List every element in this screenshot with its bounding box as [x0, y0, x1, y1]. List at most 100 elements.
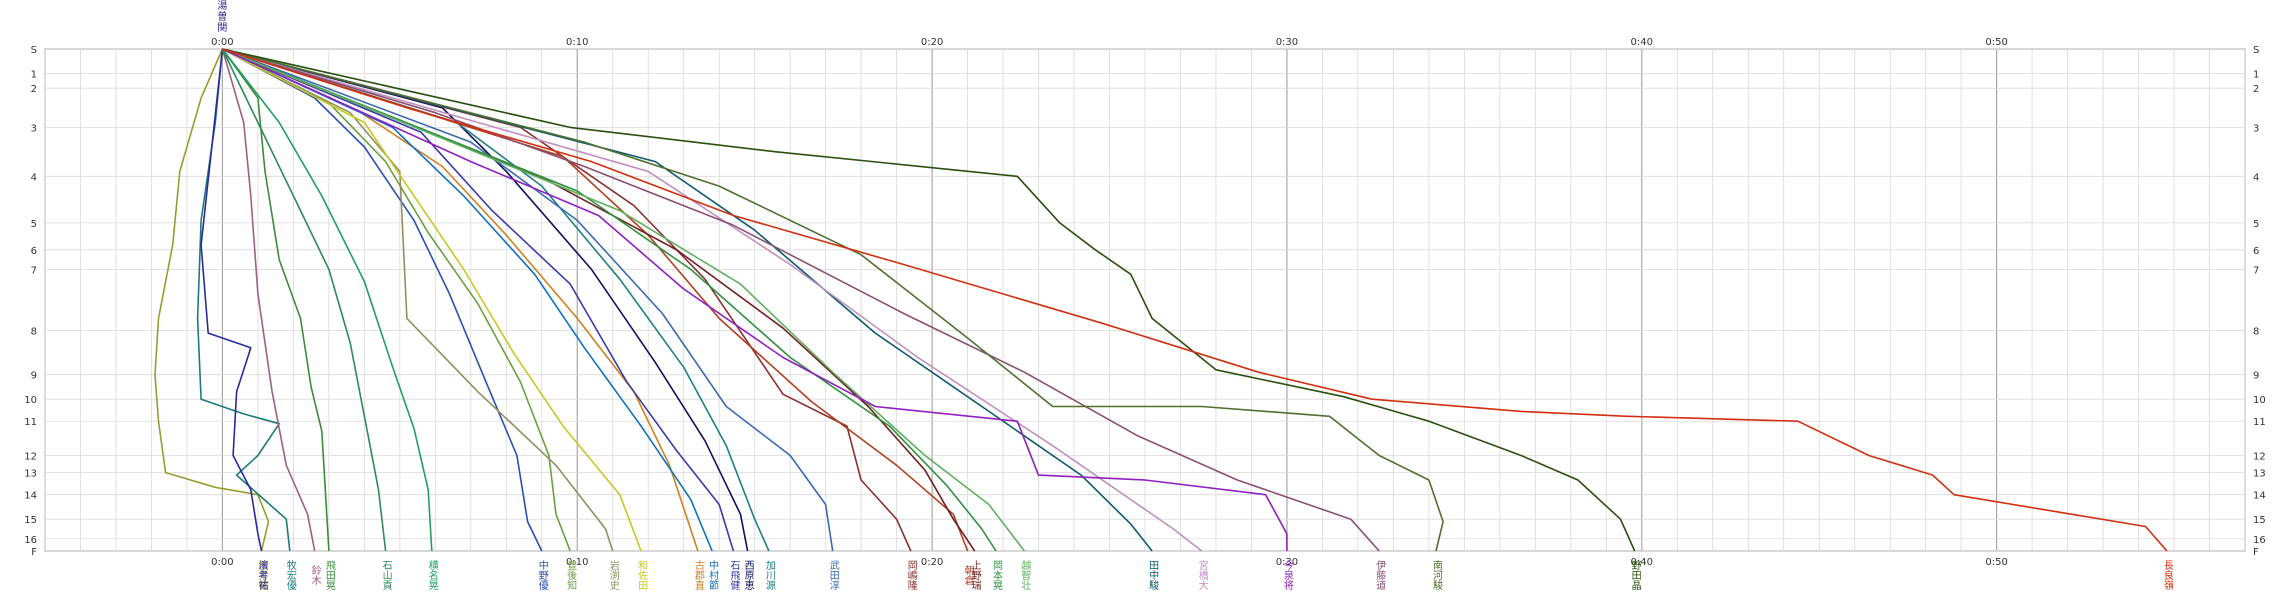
x-tick-label-top: 0:00	[211, 37, 233, 48]
series-name-label: 鈴木	[309, 564, 321, 586]
series-line	[222, 48, 571, 552]
y-tick-label-left: 1	[31, 69, 37, 80]
series-line	[221, 48, 330, 552]
x-tick-label-bottom: 0:10	[566, 557, 588, 568]
series-name-label: 越智壮	[1019, 559, 1031, 591]
series-line	[222, 48, 976, 552]
y-tick-label-right: 8	[2253, 327, 2259, 338]
series-line	[222, 48, 735, 552]
y-tick-label-right: 1	[2253, 69, 2259, 80]
x-tick-label-bottom: 0:30	[1276, 557, 1298, 568]
series-name-label: 上野瑞	[969, 560, 981, 590]
x-tick-label-top: 0:40	[1631, 37, 1653, 48]
y-tick-label-right: 3	[2253, 123, 2259, 134]
y-tick-label-right: 16	[2253, 535, 2266, 546]
y-tick-label-right: 4	[2253, 172, 2259, 183]
start-marker-char: 曽	[217, 10, 227, 23]
y-tick-label-right: 13	[2253, 469, 2266, 480]
start-marker-char: 湯	[217, 0, 227, 12]
series-name-label: 野田晶	[1629, 560, 1641, 591]
y-tick-label-right: 9	[2253, 371, 2259, 382]
y-tick-label-right: 2	[2253, 84, 2259, 95]
series-name-label: 濱考祐	[256, 559, 268, 590]
x-tick-label-top: 0:10	[566, 37, 588, 48]
x-tick-label-bottom: 0:40	[1631, 557, 1653, 568]
x-tick-label-top: 0:50	[1985, 37, 2007, 48]
series-line	[222, 48, 713, 552]
series-line	[222, 48, 912, 552]
series-name-label: 岩渕史	[607, 559, 619, 591]
series-line	[222, 48, 997, 552]
y-tick-label-right: F	[2253, 547, 2259, 558]
series-name-label: 武田淳	[827, 559, 839, 590]
series-line	[222, 48, 614, 552]
y-tick-label-left: 3	[31, 123, 37, 134]
series-lines	[154, 48, 2168, 552]
grid	[44, 48, 2246, 552]
series-name-label: 牧宏優	[284, 559, 296, 591]
series-name-label: 中野優	[536, 559, 548, 591]
series-name-label: 中村節	[707, 559, 719, 591]
start-marker-char: 関	[217, 22, 227, 34]
x-tick-label-bottom: 0:50	[1985, 557, 2007, 568]
axes: 0:00 0:00 0:10 0:10 0:20 0:20 0:30 0:30 0:40 0:40…	[24, 0, 2265, 568]
y-tick-label-left: 5	[31, 219, 37, 230]
y-tick-label-left: 13	[24, 469, 37, 480]
series-line	[196, 48, 291, 552]
series-name-label: 古郡直	[692, 559, 704, 590]
x-tick-label-bottom: 0:00	[211, 557, 233, 568]
x-tick-label-bottom: 0:20	[921, 557, 943, 568]
series-line	[222, 48, 699, 552]
y-tick-label-left: 16	[24, 535, 37, 546]
x-tick-label-top: 0:30	[1276, 37, 1298, 48]
series-line	[222, 48, 969, 552]
series-name-label: 石山貢	[380, 560, 392, 591]
series-name-label: 岡嶋隆	[905, 560, 917, 590]
y-tick-label-right: S	[2253, 45, 2259, 56]
series-name-label: 石飛健	[728, 560, 740, 591]
series-name-label: 豊後知	[565, 559, 577, 590]
series-name-label: 加川源	[763, 560, 775, 591]
y-tick-label-right: 10	[2253, 395, 2266, 406]
y-tick-label-left: 2	[31, 84, 37, 95]
y-tick-label-left: 8	[31, 327, 37, 338]
y-tick-label-left: 10	[24, 395, 37, 406]
series-name-label: 南河駿	[1430, 559, 1442, 591]
series-name-label: 松井健	[256, 559, 268, 591]
y-tick-label-right: 5	[2253, 219, 2259, 230]
series-line	[222, 48, 1026, 552]
series-line	[221, 48, 316, 552]
series-line	[222, 48, 1444, 552]
y-tick-label-left: F	[31, 547, 37, 558]
x-tick-label-top: 0:20	[921, 37, 943, 48]
y-tick-label-right: 15	[2253, 515, 2266, 526]
y-tick-label-left: S	[31, 45, 37, 56]
y-tick-label-right: 7	[2253, 265, 2259, 276]
series-line	[222, 48, 770, 552]
series-name-label: 岡本晃	[990, 560, 1002, 591]
series-name-label: 田中駿	[1147, 560, 1159, 591]
y-tick-label-left: 6	[31, 246, 37, 257]
series-name-label: 飛田晃	[323, 560, 335, 591]
y-tick-label-left: 4	[31, 172, 37, 183]
series-name-label: 宮橋大	[1196, 559, 1208, 591]
series-name-label: 和佐田	[636, 560, 648, 590]
y-tick-label-left: 15	[24, 515, 37, 526]
series-line	[222, 48, 1380, 552]
series-name-label: 長良嶺	[2161, 560, 2173, 591]
series-line	[221, 48, 433, 552]
series-line	[222, 48, 1153, 552]
series-line	[221, 48, 387, 552]
series-name-label: 今泉将	[1281, 559, 1293, 590]
y-tick-label-right: 6	[2253, 246, 2259, 257]
series-line	[222, 48, 2168, 552]
series-line	[200, 48, 263, 552]
series-line	[222, 48, 543, 552]
series-name-label: 横名晃	[426, 559, 438, 591]
series-line	[222, 48, 1636, 552]
y-tick-label-left: 14	[24, 491, 37, 502]
y-tick-label-left: 9	[31, 371, 37, 382]
